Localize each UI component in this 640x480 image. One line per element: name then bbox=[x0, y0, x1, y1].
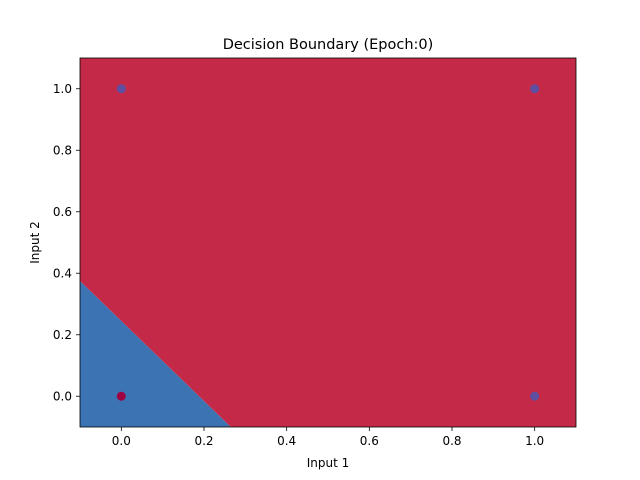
y-tick-label: 0.8 bbox=[53, 143, 72, 157]
y-tick-label: 0.0 bbox=[53, 389, 72, 403]
region-class-1 bbox=[80, 58, 576, 427]
data-point-2 bbox=[530, 391, 540, 401]
decision-regions bbox=[80, 58, 576, 427]
y-tick-label: 0.4 bbox=[53, 266, 72, 280]
y-tick-label: 0.2 bbox=[53, 328, 72, 342]
x-tick-label: 0.2 bbox=[194, 434, 213, 448]
x-tick-label: 0.0 bbox=[112, 434, 131, 448]
x-tick-label: 0.6 bbox=[360, 434, 379, 448]
chart-title: Decision Boundary (Epoch:0) bbox=[223, 37, 434, 53]
plot-frame bbox=[79, 57, 577, 428]
data-point-1 bbox=[116, 84, 126, 94]
y-tick-label: 0.6 bbox=[53, 205, 72, 219]
x-axis-label: Input 1 bbox=[307, 456, 350, 470]
data-point-3 bbox=[530, 84, 540, 94]
y-axis-label: Input 2 bbox=[28, 221, 42, 264]
y-tick-label: 1.0 bbox=[53, 82, 72, 96]
x-tick-label: 1.0 bbox=[525, 434, 544, 448]
y-axis-ticks: 0.0 0.2 0.4 0.6 0.8 1.0 bbox=[53, 82, 80, 403]
data-point-0 bbox=[116, 391, 126, 401]
x-axis-ticks: 0.0 0.2 0.4 0.6 0.8 1.0 bbox=[112, 427, 544, 448]
data-points bbox=[116, 84, 540, 401]
x-tick-label: 0.8 bbox=[442, 434, 461, 448]
x-tick-label: 0.4 bbox=[277, 434, 296, 448]
